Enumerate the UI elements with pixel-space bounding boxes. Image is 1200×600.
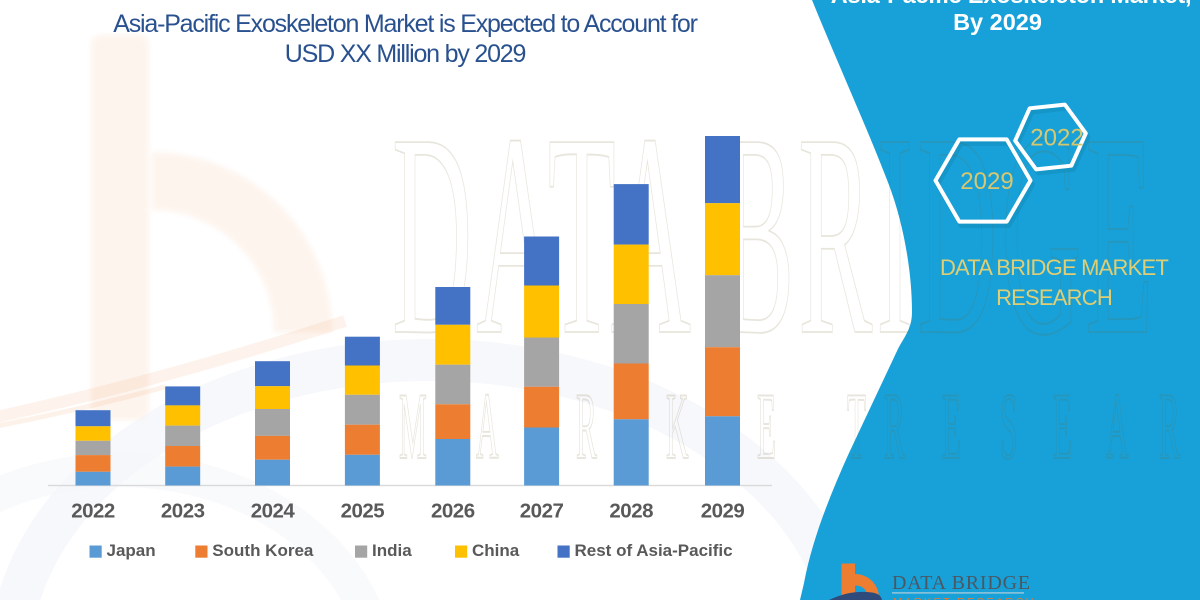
svg-text:K: K bbox=[666, 375, 689, 480]
svg-text:M: M bbox=[399, 375, 427, 480]
svg-text:China: China bbox=[472, 541, 520, 560]
svg-text:DATA BRIDGE: DATA BRIDGE bbox=[392, 74, 1157, 395]
svg-text:India: India bbox=[372, 541, 412, 560]
svg-text:E: E bbox=[942, 375, 961, 480]
svg-text:R: R bbox=[576, 375, 597, 480]
svg-text:2025: 2025 bbox=[341, 500, 385, 523]
svg-text:Rest of Asia-Pacific: Rest of Asia-Pacific bbox=[575, 541, 733, 560]
svg-text:A: A bbox=[1106, 375, 1129, 480]
svg-text:2029: 2029 bbox=[960, 168, 1013, 195]
svg-text:2029: 2029 bbox=[701, 500, 745, 523]
svg-text:Japan: Japan bbox=[107, 541, 156, 560]
svg-text:South Korea: South Korea bbox=[212, 541, 314, 560]
svg-text:2023: 2023 bbox=[161, 500, 205, 523]
svg-text:2028: 2028 bbox=[609, 500, 653, 523]
svg-text:A: A bbox=[476, 375, 499, 480]
svg-text:MARKET RESEARCH: MARKET RESEARCH bbox=[893, 597, 1036, 600]
svg-text:T: T bbox=[847, 375, 866, 480]
svg-text:S: S bbox=[1000, 375, 1017, 480]
svg-text:2027: 2027 bbox=[520, 500, 564, 523]
svg-text:2026: 2026 bbox=[431, 500, 475, 523]
svg-text:R: R bbox=[1159, 375, 1180, 480]
svg-text:E: E bbox=[1053, 375, 1072, 480]
svg-text:2022: 2022 bbox=[1030, 125, 1083, 152]
svg-text:E: E bbox=[757, 375, 776, 480]
svg-text:2024: 2024 bbox=[251, 500, 296, 523]
svg-text:DATA BRIDGE: DATA BRIDGE bbox=[892, 572, 1031, 594]
svg-text:2022: 2022 bbox=[71, 500, 115, 523]
svg-text:R: R bbox=[884, 375, 905, 480]
